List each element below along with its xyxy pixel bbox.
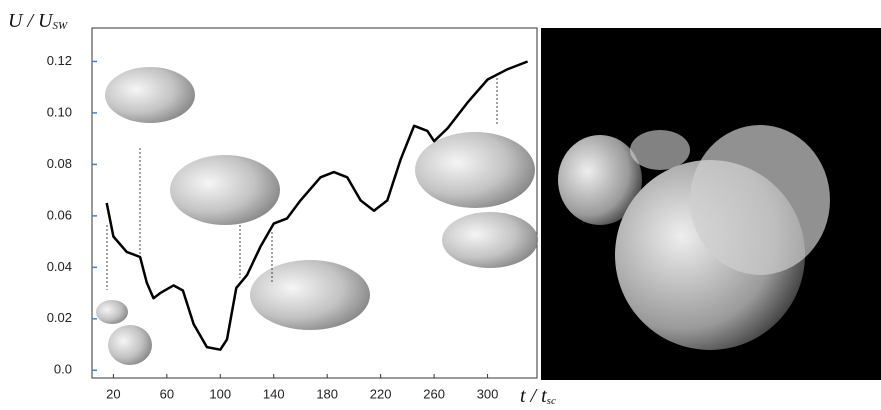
connectors [106,78,498,290]
x-tick-label: 260 [423,386,445,401]
y-tick-label: 0.04 [47,259,72,274]
render-vortex [558,125,830,350]
y-tick-label: 0.08 [47,156,72,171]
y-tick-label: 0.02 [47,310,72,325]
snapshot [170,155,280,225]
snapshot [105,67,195,123]
y-tick-label: 0.10 [47,104,72,119]
x-tick-label: 100 [209,386,231,401]
x-axis-title-sub: sc [547,395,556,407]
x-tick-label: 60 [160,386,174,401]
snapshot [96,300,128,324]
turbulence [630,130,690,170]
y-tick-label: 0.06 [47,207,72,222]
snapshot [108,325,152,365]
snapshot [442,212,538,268]
y-axis-title-sub: SW [52,20,68,32]
y-axis-title: U / USW [8,10,68,32]
y-axis-title-main: U / U [8,10,54,32]
x-tick-label: 20 [106,386,120,401]
x-tick-label: 180 [316,386,338,401]
data-line [105,60,529,351]
turbulence [690,125,830,275]
x-tick-label: 140 [263,386,285,401]
vortex-core [558,135,642,225]
y-tick-label: 0.0 [54,362,72,377]
snapshot [250,260,370,330]
x-tick-label: 220 [370,386,392,401]
vortex-snapshots [96,67,538,365]
snapshot [415,132,535,208]
x-axis-title-main: t / t [520,385,547,407]
x-axis-title: t / tsc [520,385,556,407]
y-tick-label: 0.12 [47,53,72,68]
x-tick-label: 300 [477,386,499,401]
